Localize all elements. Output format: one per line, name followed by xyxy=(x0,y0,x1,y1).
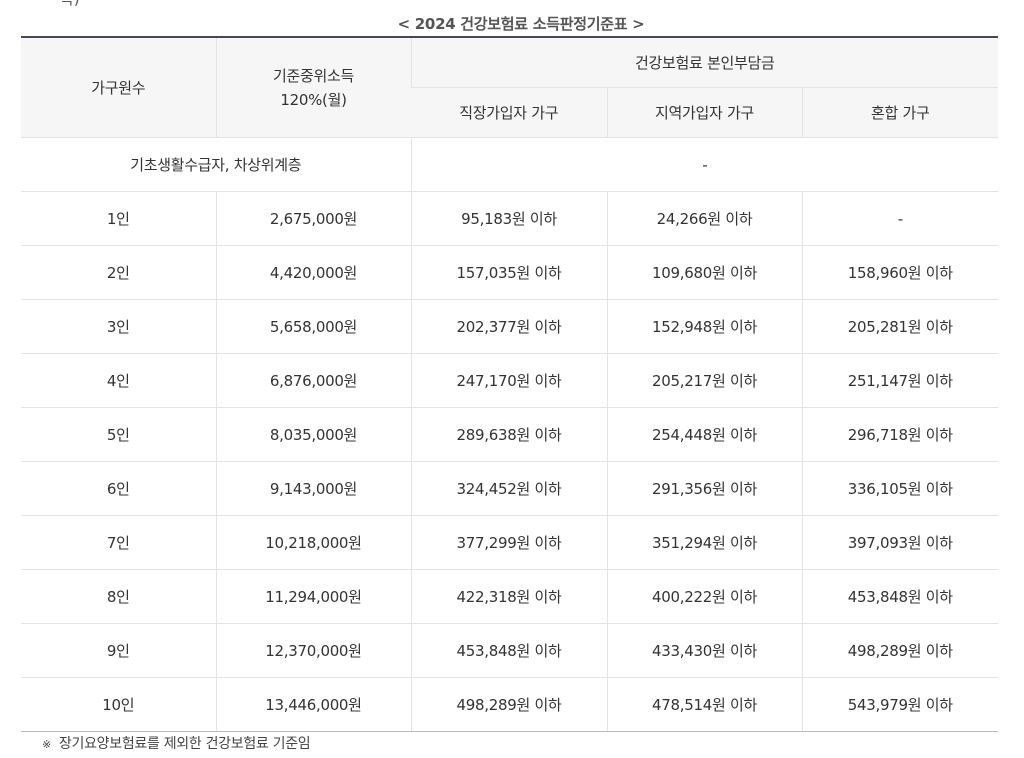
table-row: 7인 10,218,000원 377,299원 이하 351,294원 이하 397,0… xyxy=(21,515,999,570)
mixed-premium-cell: 158,960원 이하 xyxy=(801,245,999,300)
mixed-premium-cell: 205,281원 이하 xyxy=(801,299,999,354)
employee-premium-cell: 157,035원 이하 xyxy=(410,245,607,300)
median-income-cell: 8,035,000원 xyxy=(215,407,411,462)
header-median-income: 기준중위소득 120%(월) xyxy=(215,37,411,138)
subheader-row: 직장가입자 가구 지역가입자 가구 혼합 가구 xyxy=(21,87,999,138)
household-cell: 6인 xyxy=(21,461,216,516)
regional-premium-cell: 109,680원 이하 xyxy=(606,245,802,300)
table-row: 5인 8,035,000원 289,638원 이하 254,448원 이하 296,71… xyxy=(21,407,999,462)
mixed-premium-cell: 397,093원 이하 xyxy=(801,515,999,570)
median-income-cell: 5,658,000원 xyxy=(215,299,411,354)
basic-livelihood-row: 기초생활수급자, 차상위계층 - xyxy=(21,137,999,192)
mixed-premium-cell: 498,289원 이하 xyxy=(801,623,999,678)
median-income-cell: 12,370,000원 xyxy=(215,623,411,678)
header-household: 가구원수 xyxy=(21,37,216,138)
header-employee: 직장가입자 가구 xyxy=(411,87,607,138)
header-regional: 지역가입자 가구 xyxy=(606,87,802,138)
mixed-premium-cell: 336,105원 이하 xyxy=(801,461,999,516)
median-income-cell: 11,294,000원 xyxy=(215,569,411,624)
household-cell: 7인 xyxy=(21,515,216,570)
household-cell: 4인 xyxy=(21,353,216,408)
employee-premium-cell: 377,299원 이하 xyxy=(410,515,607,570)
table-row: 3인 5,658,000원 202,377원 이하 152,948원 이하 205,28… xyxy=(21,299,999,354)
employee-premium-cell: 247,170원 이하 xyxy=(410,353,607,408)
household-cell: 5인 xyxy=(21,407,216,462)
median-income-cell: 4,420,000원 xyxy=(215,245,411,300)
table-row: 8인 11,294,000원 422,318원 이하 400,222원 이하 453,8… xyxy=(21,569,999,624)
footnote: ※ 장기요양보험료를 제외한 건강보험료 기준임 xyxy=(42,733,311,753)
employee-premium-cell: 324,452원 이하 xyxy=(410,461,607,516)
median-income-cell: 6,876,000원 xyxy=(215,353,411,408)
basic-livelihood-label: 기초생활수급자, 차상위계층 xyxy=(21,137,411,192)
employee-premium-cell: 453,848원 이하 xyxy=(410,623,607,678)
header-row: 가구원수 기준중위소득 120%(월) 건강보험료 본인부담금 xyxy=(21,37,999,138)
table-caption: < 2024 건강보험료 소득판정기준표 > xyxy=(397,15,645,33)
household-cell: 1인 xyxy=(21,191,216,246)
cut-off-text: 득) xyxy=(60,0,80,9)
median-income-cell: 10,218,000원 xyxy=(215,515,411,570)
regional-premium-cell: 291,356원 이하 xyxy=(606,461,802,516)
regional-premium-cell: 478,514원 이하 xyxy=(606,677,802,732)
employee-premium-cell: 498,289원 이하 xyxy=(410,677,607,732)
household-cell: 8인 xyxy=(21,569,216,624)
employee-premium-cell: 422,318원 이하 xyxy=(410,569,607,624)
basic-livelihood-value: - xyxy=(410,137,999,192)
regional-premium-cell: 254,448원 이하 xyxy=(606,407,802,462)
employee-premium-cell: 289,638원 이하 xyxy=(410,407,607,462)
mixed-premium-cell: 251,147원 이하 xyxy=(801,353,999,408)
regional-premium-cell: 433,430원 이하 xyxy=(606,623,802,678)
regional-premium-cell: 400,222원 이하 xyxy=(606,569,802,624)
table-row: 10인 13,446,000원 498,289원 이하 478,514원 이하 543,… xyxy=(21,677,999,732)
household-cell: 9인 xyxy=(21,623,216,678)
median-income-cell: 9,143,000원 xyxy=(215,461,411,516)
regional-premium-cell: 24,266원 이하 xyxy=(606,191,802,246)
regional-premium-cell: 351,294원 이하 xyxy=(606,515,802,570)
regional-premium-cell: 152,948원 이하 xyxy=(606,299,802,354)
mixed-premium-cell: - xyxy=(801,191,999,246)
table-row: 1인 2,675,000원 95,183원 이하 24,266원 이하 - xyxy=(21,191,999,246)
household-cell: 3인 xyxy=(21,299,216,354)
table-row: 9인 12,370,000원 453,848원 이하 433,430원 이하 498,2… xyxy=(21,623,999,678)
mixed-premium-cell: 296,718원 이하 xyxy=(801,407,999,462)
header-mixed: 혼합 가구 xyxy=(801,87,999,138)
employee-premium-cell: 202,377원 이하 xyxy=(410,299,607,354)
table-row: 2인 4,420,000원 157,035원 이하 109,680원 이하 158,96… xyxy=(21,245,999,300)
footnote-text: 장기요양보험료를 제외한 건강보험료 기준임 xyxy=(58,736,311,752)
header-income-line2: 120%(월) xyxy=(280,90,347,109)
reference-mark-icon: ※ xyxy=(42,738,51,751)
table-row: 6인 9,143,000원 324,452원 이하 291,356원 이하 336,10… xyxy=(21,461,999,516)
employee-premium-cell: 95,183원 이하 xyxy=(410,191,607,246)
household-cell: 2인 xyxy=(21,245,216,300)
mixed-premium-cell: 453,848원 이하 xyxy=(801,569,999,624)
header-premium-group: 건강보험료 본인부담금 xyxy=(410,37,999,88)
household-cell: 10인 xyxy=(21,677,216,732)
table-row: 4인 6,876,000원 247,170원 이하 205,217원 이하 251,14… xyxy=(21,353,999,408)
mixed-premium-cell: 543,979원 이하 xyxy=(801,677,999,732)
income-criteria-table: 가구원수 기준중위소득 120%(월) 건강보험료 본인부담금 직장가입자 가구… xyxy=(21,36,999,732)
median-income-cell: 13,446,000원 xyxy=(215,677,411,732)
regional-premium-cell: 205,217원 이하 xyxy=(606,353,802,408)
median-income-cell: 2,675,000원 xyxy=(215,191,411,246)
header-income-line1: 기준중위소득 xyxy=(272,66,354,85)
